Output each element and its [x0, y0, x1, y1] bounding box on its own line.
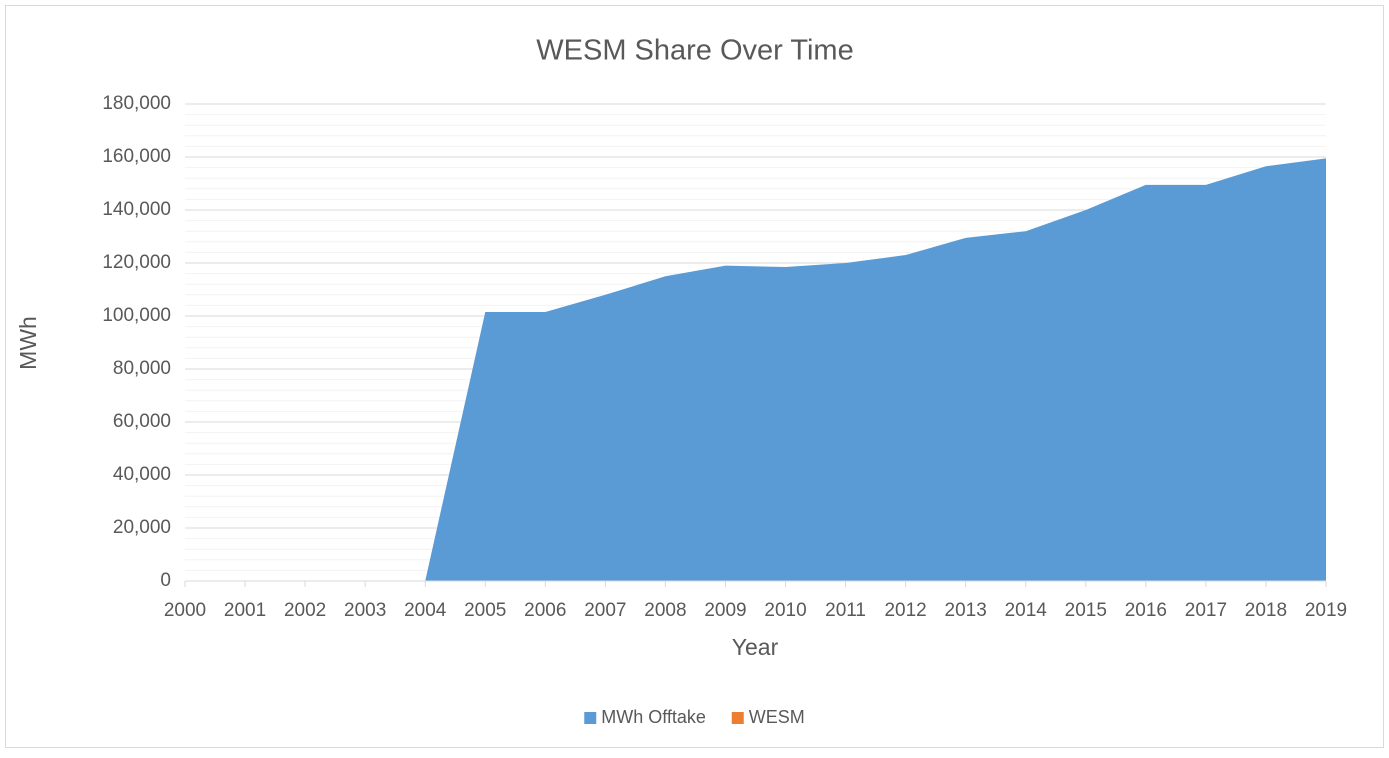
- x-tick-label: 2002: [284, 600, 326, 621]
- legend-swatch: [584, 712, 597, 724]
- x-tick-label: 2001: [224, 600, 266, 621]
- area: [185, 158, 1326, 581]
- y-tick-label: 100,000: [102, 305, 171, 326]
- y-tick-label: 120,000: [102, 252, 171, 273]
- x-axis-label: Year: [732, 634, 779, 660]
- legend-label: MWh Offtake: [601, 707, 706, 727]
- x-tick-label: 2007: [584, 600, 626, 621]
- x-tick-label: 2004: [404, 600, 447, 621]
- chart-title: WESM Share Over Time: [536, 35, 853, 67]
- x-tick-label: 2014: [1005, 600, 1048, 621]
- x-tick-label: 2013: [945, 600, 987, 621]
- x-tick-label: 2017: [1185, 600, 1227, 621]
- y-tick-label: 0: [160, 570, 171, 591]
- legend-label: WESM: [749, 707, 805, 727]
- y-tick-label: 80,000: [113, 358, 171, 379]
- x-tick-label: 2010: [764, 600, 806, 621]
- x-tick-label: 2006: [524, 600, 566, 621]
- x-tick-label: 2012: [884, 600, 926, 621]
- x-tick-label: 2011: [825, 600, 866, 621]
- y-tick-label: 160,000: [102, 146, 171, 167]
- x-tick-label: 2009: [704, 600, 746, 621]
- legend-swatch: [731, 712, 744, 724]
- x-tick-label: 2008: [644, 600, 686, 621]
- y-axis-label: MWh: [15, 316, 41, 370]
- y-tick-label: 20,000: [113, 517, 171, 538]
- x-tick-label: 2019: [1305, 600, 1347, 621]
- y-tick-label: 140,000: [102, 199, 171, 220]
- x-tick-label: 2015: [1065, 600, 1107, 621]
- x-tick-label: 2000: [164, 600, 206, 621]
- x-tick-label: 2016: [1125, 600, 1167, 621]
- y-tick-label: 180,000: [102, 93, 171, 114]
- x-tick-label: 2003: [344, 600, 386, 621]
- x-tick-label: 2018: [1245, 600, 1287, 621]
- x-tick-label: 2005: [464, 600, 506, 621]
- y-tick-label: 60,000: [113, 411, 171, 432]
- y-tick-label: 40,000: [113, 464, 171, 485]
